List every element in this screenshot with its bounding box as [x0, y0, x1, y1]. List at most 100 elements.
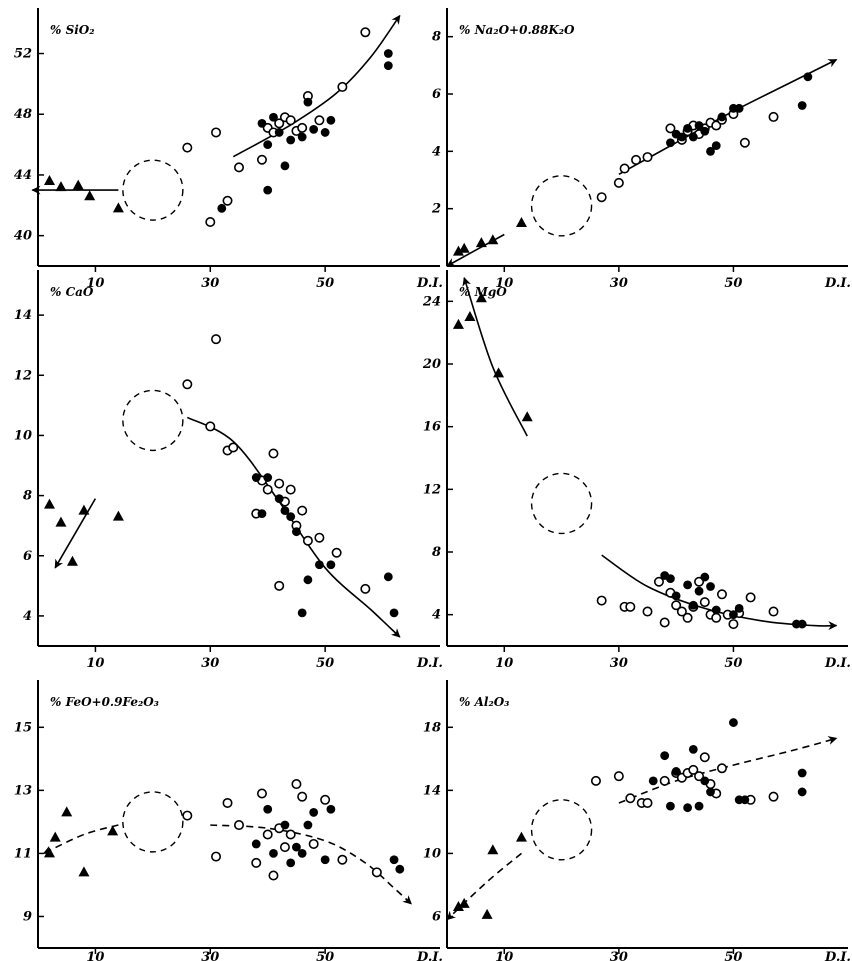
point-open-circle — [222, 195, 233, 206]
point-filled-circle — [666, 801, 675, 811]
point-open-circle — [590, 775, 601, 786]
point-filled-circle — [309, 808, 319, 817]
point-open-circle — [613, 771, 624, 782]
point-filled-circle — [320, 855, 330, 865]
trend-line-right — [618, 736, 838, 804]
point-filled-circle — [251, 473, 261, 482]
point-filled-circle — [740, 795, 750, 805]
point-filled-circle — [700, 572, 710, 582]
point-open-circle — [285, 829, 296, 840]
point-open-circle — [337, 854, 348, 865]
point-filled-circle — [320, 128, 330, 137]
point-triangle — [458, 242, 470, 253]
x-tick-label: 50 — [316, 276, 334, 291]
point-filled-circle — [694, 121, 704, 130]
point-filled-circle — [803, 72, 813, 82]
point-triangle — [78, 866, 90, 877]
point-filled-circle — [383, 49, 393, 58]
x-tick-label: 50 — [724, 656, 742, 671]
point-open-circle — [211, 127, 222, 138]
point-open-circle — [768, 791, 779, 802]
point-filled-circle — [251, 839, 261, 849]
point-open-circle — [279, 842, 290, 853]
point-open-circle — [205, 216, 216, 227]
point-open-circle — [682, 612, 693, 623]
y-tick-label: 52 — [14, 47, 32, 62]
point-open-circle — [631, 154, 642, 165]
point-open-circle — [256, 788, 267, 799]
point-triangle — [61, 806, 73, 817]
point-filled-circle — [694, 801, 704, 811]
point-filled-circle — [286, 512, 296, 522]
x-tick-label: 10 — [495, 950, 513, 961]
point-filled-circle — [315, 560, 324, 570]
point-open-circle — [297, 122, 308, 133]
point-filled-circle — [383, 61, 393, 71]
point-open-circle — [671, 600, 682, 611]
point-triangle — [521, 411, 533, 422]
point-open-circle — [768, 606, 779, 617]
point-open-circle — [613, 177, 624, 188]
point-filled-circle — [734, 103, 744, 113]
point-open-circle — [211, 851, 222, 862]
x-axis-label: D.I. — [416, 950, 443, 961]
point-filled-circle — [648, 776, 658, 786]
point-open-circle — [308, 838, 319, 849]
x-tick-label: 30 — [610, 950, 628, 961]
x-tick-label: 10 — [86, 276, 104, 291]
point-filled-circle — [395, 864, 405, 874]
point-open-circle — [291, 779, 302, 790]
point-open-circle — [262, 484, 273, 495]
point-open-circle — [274, 580, 285, 591]
point-open-circle — [274, 118, 285, 129]
point-open-circle — [694, 576, 705, 587]
point-open-circle — [625, 601, 636, 612]
point-filled-circle — [280, 820, 290, 830]
x-axis-label: D.I. — [416, 656, 443, 671]
y-tick-label: 2 — [431, 202, 441, 217]
y-tick-label: 16 — [423, 420, 441, 435]
point-filled-circle — [292, 842, 301, 852]
point-open-circle — [297, 505, 308, 516]
point-filled-circle — [383, 572, 393, 582]
point-filled-circle — [666, 574, 675, 584]
y-tick-label: 10 — [14, 428, 32, 443]
point-open-circle — [716, 763, 727, 774]
x-tick-label: 50 — [724, 276, 742, 291]
y-tick-label: 40 — [14, 229, 32, 244]
point-open-circle — [596, 595, 607, 606]
point-open-circle — [745, 592, 756, 603]
point-filled-circle — [688, 132, 698, 142]
y-tick-label: 44 — [14, 168, 32, 183]
point-filled-circle — [671, 767, 681, 776]
gap-circle — [122, 389, 184, 452]
point-open-circle — [371, 867, 382, 878]
point-filled-circle — [274, 128, 284, 137]
point-triangle — [43, 498, 55, 509]
x-tick-label: 30 — [201, 950, 219, 961]
point-filled-circle — [666, 138, 675, 148]
point-triangle — [78, 504, 90, 515]
point-filled-circle — [711, 141, 721, 151]
point-filled-circle — [797, 787, 807, 797]
point-open-circle — [699, 597, 710, 608]
point-filled-circle — [257, 509, 267, 519]
point-open-circle — [262, 829, 273, 840]
panel-title: % SiO₂ — [50, 23, 95, 37]
x-tick-label: 30 — [610, 276, 628, 291]
point-triangle — [55, 181, 67, 192]
point-filled-circle — [217, 203, 227, 213]
point-filled-circle — [688, 744, 698, 754]
point-filled-circle — [303, 820, 313, 830]
x-axis-label: D.I. — [416, 276, 443, 291]
point-open-circle — [699, 752, 710, 763]
x-tick-label: 10 — [86, 950, 104, 961]
y-tick-label: 24 — [422, 294, 441, 309]
panel-title: % CaO — [50, 285, 94, 299]
y-tick-label: 8 — [432, 30, 441, 45]
point-triangle — [487, 234, 499, 245]
panel-cao: % CaO 4 6 8 10 12 14 10 30 50 D.I. — [14, 270, 443, 671]
point-open-circle — [768, 111, 779, 122]
point-open-circle — [337, 81, 348, 92]
point-triangle — [487, 844, 499, 855]
